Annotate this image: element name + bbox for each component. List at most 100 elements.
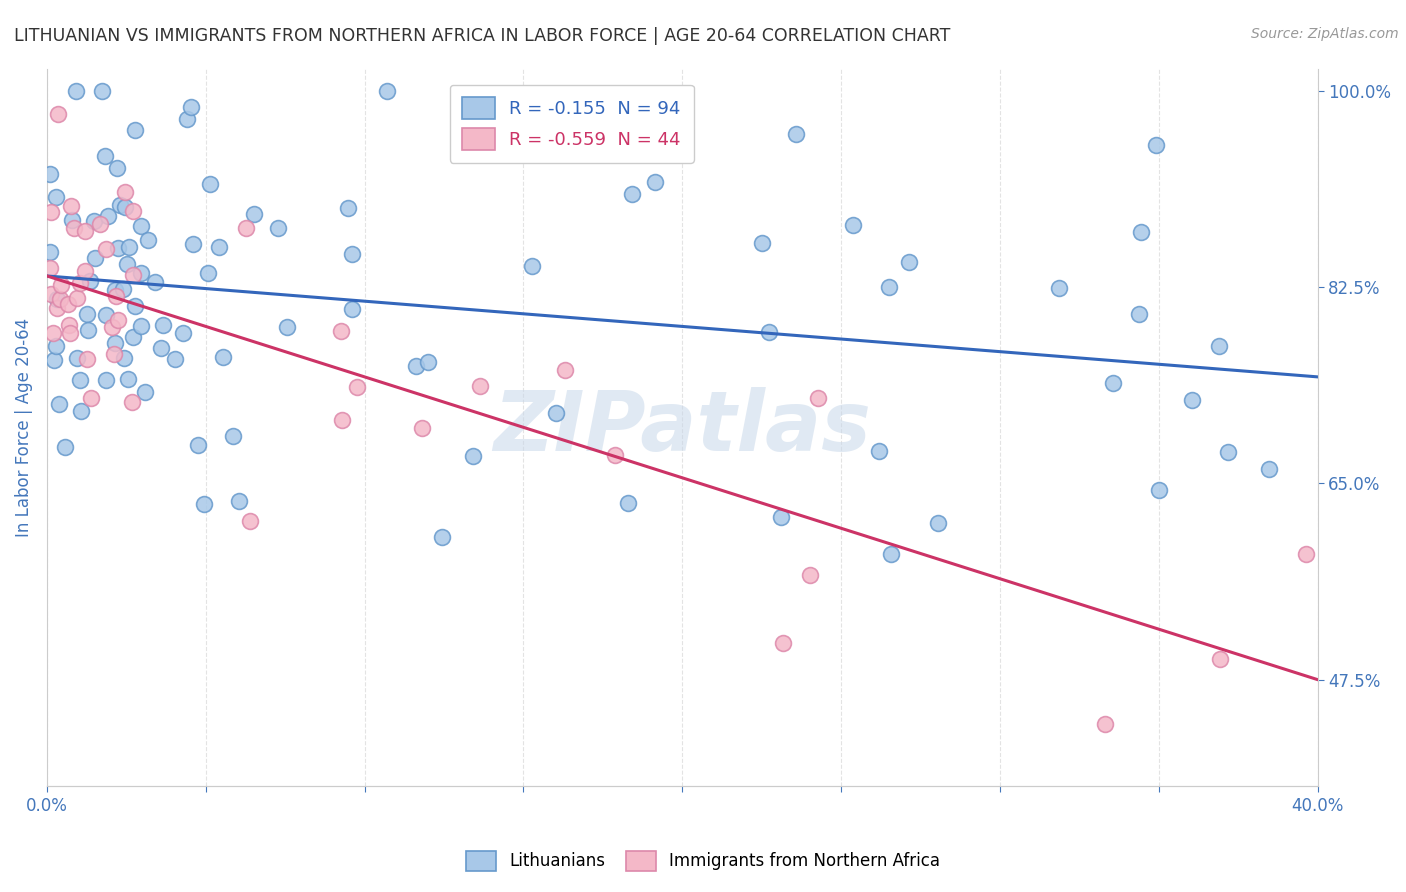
Point <box>554 363 576 377</box>
Point <box>48 397 70 411</box>
Point <box>79 274 101 288</box>
Point <box>56 297 79 311</box>
Point <box>112 351 135 366</box>
Point <box>114 200 136 214</box>
Point <box>89 218 111 232</box>
Point <box>927 516 949 530</box>
Point <box>134 385 156 400</box>
Point <box>46 106 69 120</box>
Point <box>1128 307 1150 321</box>
Point <box>772 636 794 650</box>
Point <box>115 257 138 271</box>
Point <box>121 395 143 409</box>
Point <box>76 352 98 367</box>
Point <box>200 177 222 191</box>
Point <box>332 413 354 427</box>
Point <box>150 341 173 355</box>
Point <box>104 288 127 302</box>
Point <box>1101 376 1123 391</box>
Legend: R = -0.155  N = 94, R = -0.559  N = 44: R = -0.155 N = 94, R = -0.559 N = 44 <box>450 85 693 163</box>
Point <box>121 329 143 343</box>
Point <box>1295 547 1317 561</box>
Point <box>63 221 86 235</box>
Point <box>207 240 229 254</box>
Point <box>53 440 76 454</box>
Point <box>73 224 96 238</box>
Point <box>644 175 666 189</box>
Point <box>375 84 398 98</box>
Point <box>100 319 122 334</box>
Point <box>243 206 266 220</box>
Point <box>94 373 117 387</box>
Text: LITHUANIAN VS IMMIGRANTS FROM NORTHERN AFRICA IN LABOR FORCE | AGE 20-64 CORRELA: LITHUANIAN VS IMMIGRANTS FROM NORTHERN A… <box>14 27 950 45</box>
Point <box>143 275 166 289</box>
Point <box>152 318 174 333</box>
Point <box>197 267 219 281</box>
Point <box>124 123 146 137</box>
Point <box>70 403 93 417</box>
Point <box>1094 717 1116 731</box>
Point <box>80 392 103 406</box>
Point <box>898 255 921 269</box>
Point <box>131 266 153 280</box>
Point <box>76 307 98 321</box>
Point <box>49 278 72 293</box>
Point <box>65 84 87 98</box>
Point <box>122 268 145 282</box>
Point <box>94 149 117 163</box>
Point <box>1208 339 1230 353</box>
Point <box>181 236 204 251</box>
Point <box>46 301 69 315</box>
Point <box>117 372 139 386</box>
Point <box>69 373 91 387</box>
Point <box>1208 651 1230 665</box>
Point <box>94 242 117 256</box>
Point <box>107 241 129 255</box>
Point <box>83 251 105 265</box>
Point <box>616 496 638 510</box>
Point <box>267 220 290 235</box>
Point <box>1258 461 1281 475</box>
Point <box>66 291 89 305</box>
Point <box>108 197 131 211</box>
Point <box>461 449 484 463</box>
Point <box>1047 281 1070 295</box>
Point <box>129 319 152 334</box>
Point <box>39 244 62 259</box>
Point <box>42 353 65 368</box>
Point <box>39 205 62 219</box>
Point <box>97 209 120 223</box>
Point <box>103 347 125 361</box>
Point <box>187 438 209 452</box>
Point <box>621 186 644 201</box>
Point <box>411 421 433 435</box>
Y-axis label: In Labor Force | Age 20-64: In Labor Force | Age 20-64 <box>15 318 32 537</box>
Point <box>807 391 830 405</box>
Point <box>69 276 91 290</box>
Point <box>1216 444 1239 458</box>
Point <box>432 530 454 544</box>
Point <box>785 127 807 141</box>
Point <box>346 380 368 394</box>
Point <box>336 201 359 215</box>
Point <box>42 326 65 340</box>
Point <box>799 567 821 582</box>
Point <box>73 264 96 278</box>
Point <box>58 318 80 333</box>
Point <box>129 219 152 234</box>
Point <box>228 493 250 508</box>
Point <box>60 213 83 227</box>
Point <box>122 203 145 218</box>
Point <box>329 325 352 339</box>
Point <box>520 259 543 273</box>
Point <box>49 292 72 306</box>
Text: ZIPatlas: ZIPatlas <box>494 387 872 467</box>
Point <box>877 279 900 293</box>
Point <box>405 359 427 373</box>
Point <box>172 326 194 340</box>
Point <box>880 547 903 561</box>
Point <box>342 302 364 317</box>
Point <box>605 448 627 462</box>
Point <box>758 325 780 339</box>
Point <box>1130 225 1153 239</box>
